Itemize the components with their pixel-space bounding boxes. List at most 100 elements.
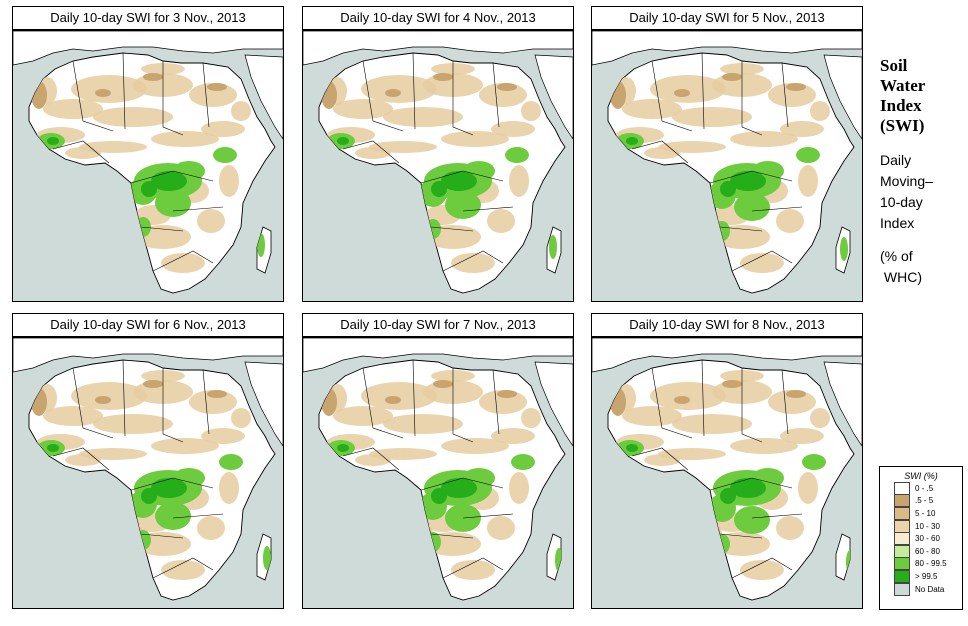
arabia-landmass bbox=[244, 361, 283, 447]
country-border bbox=[202, 369, 210, 435]
dry-soil-area bbox=[333, 406, 393, 426]
legend-swatch bbox=[894, 532, 910, 546]
dry-soil-area bbox=[355, 454, 391, 466]
dry-soil-area bbox=[197, 209, 225, 233]
saturated-area bbox=[337, 137, 349, 145]
dry-soil-area bbox=[650, 382, 726, 410]
saturated-area bbox=[337, 444, 349, 452]
map-title: Daily 10-day SWI for 8 Nov., 2013 bbox=[591, 313, 863, 337]
desc-line: Moving– bbox=[880, 173, 933, 189]
very-dry-area bbox=[786, 390, 806, 398]
saturated-area bbox=[720, 488, 736, 504]
dry-soil-area bbox=[383, 107, 463, 127]
dry-soil-area bbox=[201, 121, 245, 137]
country-border bbox=[701, 52, 705, 130]
very-dry-area bbox=[433, 73, 453, 81]
dry-soil-area bbox=[672, 107, 752, 127]
dry-soil-area bbox=[730, 131, 798, 147]
dry-soil-area bbox=[231, 101, 251, 121]
saturated-area bbox=[626, 444, 638, 452]
country-border bbox=[162, 368, 184, 443]
africa-map-drawing bbox=[592, 338, 862, 608]
dry-soil-area bbox=[93, 107, 173, 127]
africa-map bbox=[591, 30, 863, 302]
legend-label: 80 - 99.5 bbox=[915, 559, 947, 569]
saturated-area bbox=[626, 137, 638, 145]
wet-soil-area bbox=[445, 191, 481, 219]
country-border bbox=[140, 533, 184, 539]
legend-swatch bbox=[894, 557, 910, 571]
legend-item: 30 - 60 bbox=[880, 532, 962, 546]
legend-item: 0 - .5 bbox=[880, 481, 962, 495]
saturated-area bbox=[47, 137, 59, 145]
swi-map-panel: Daily 10-day SWI for 6 Nov., 2013 bbox=[12, 313, 284, 609]
dry-soil-area bbox=[161, 253, 205, 273]
dry-soil-area bbox=[798, 472, 818, 504]
dry-soil-area bbox=[521, 101, 541, 121]
wet-soil-area bbox=[219, 454, 243, 470]
country-border bbox=[362, 367, 404, 439]
legend-label: 10 - 30 bbox=[915, 521, 940, 531]
dry-soil-area bbox=[491, 121, 535, 137]
dry-soil-area bbox=[361, 75, 437, 103]
country-border bbox=[152, 250, 214, 272]
country-border bbox=[140, 226, 184, 232]
dry-soil-area bbox=[740, 253, 784, 273]
country-border bbox=[709, 477, 793, 491]
legend-swatch bbox=[894, 582, 910, 596]
africa-map-drawing bbox=[592, 31, 862, 301]
country-border bbox=[651, 367, 693, 439]
title-line: Index bbox=[880, 96, 922, 115]
arabia-landmass bbox=[823, 54, 862, 140]
map-title: Daily 10-day SWI for 5 Nov., 2013 bbox=[591, 6, 863, 30]
dry-soil-area bbox=[451, 560, 495, 580]
very-dry-area bbox=[674, 89, 690, 97]
very-dry-area bbox=[674, 396, 690, 404]
very-dry-area bbox=[207, 390, 227, 398]
title-line: Soil bbox=[880, 56, 908, 75]
country-border bbox=[442, 250, 504, 272]
africa-map bbox=[12, 337, 284, 609]
country-border bbox=[442, 557, 504, 579]
very-dry-area bbox=[722, 73, 742, 81]
wet-soil-area bbox=[734, 506, 770, 534]
very-dry-area bbox=[433, 380, 453, 388]
swi-map-panel: Daily 10-day SWI for 7 Nov., 2013 bbox=[302, 313, 574, 609]
country-border bbox=[430, 226, 474, 232]
desc-line: Index bbox=[880, 215, 915, 231]
legend-item: 60 - 80 bbox=[880, 544, 962, 558]
map-title: Daily 10-day SWI for 3 Nov., 2013 bbox=[12, 6, 284, 30]
arabia-landmass bbox=[244, 54, 283, 140]
europe-landmass bbox=[303, 31, 573, 66]
very-dry-area bbox=[722, 380, 742, 388]
legend-label: > 99.5 bbox=[915, 571, 938, 581]
dry-soil-area bbox=[93, 414, 173, 434]
legend-item: 10 - 30 bbox=[880, 519, 962, 533]
europe-landmass bbox=[13, 31, 283, 66]
country-border bbox=[412, 52, 416, 130]
country-border bbox=[462, 513, 514, 519]
country-border bbox=[781, 62, 789, 128]
dry-soil-area bbox=[355, 147, 391, 159]
very-dry-area bbox=[786, 83, 806, 91]
wet-soil-area bbox=[511, 454, 535, 470]
legend-swatch bbox=[894, 544, 910, 558]
index-description: Daily Moving– 10-day Index (% of WHC) bbox=[880, 150, 966, 288]
dry-soil-area bbox=[622, 406, 682, 426]
country-border bbox=[651, 60, 693, 132]
saturated-area bbox=[730, 171, 766, 191]
country-border bbox=[731, 557, 793, 579]
europe-landmass bbox=[592, 31, 862, 66]
dry-soil-area bbox=[219, 472, 239, 504]
dry-soil-area bbox=[730, 438, 798, 454]
africa-map-drawing bbox=[303, 31, 573, 301]
legend-swatch bbox=[894, 506, 910, 520]
dry-soil-area bbox=[231, 408, 251, 428]
dry-soil-area bbox=[451, 253, 495, 273]
legend-swatch bbox=[894, 481, 910, 495]
country-border bbox=[741, 368, 763, 443]
dry-soil-area bbox=[441, 131, 509, 147]
very-dry-area bbox=[497, 390, 517, 398]
country-border bbox=[701, 359, 705, 437]
africa-map bbox=[302, 337, 574, 609]
